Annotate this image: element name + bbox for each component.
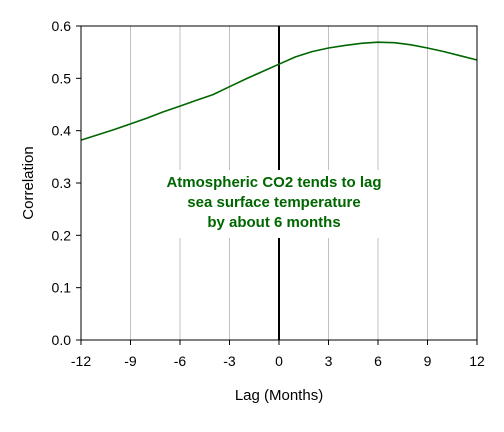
y-axis-label: Correlation <box>20 146 37 219</box>
y-tick-label-6: 0.6 <box>52 18 72 34</box>
y-tick-label-3: 0.3 <box>52 175 72 191</box>
annotation-line-1: sea surface temperature <box>187 194 360 211</box>
x-tick-label-5: 3 <box>325 353 333 369</box>
y-tick-label-1: 0.1 <box>52 280 72 296</box>
x-tick-label-3: -3 <box>223 353 236 369</box>
series-line-0 <box>80 41 478 141</box>
y-tick-label-5: 0.5 <box>52 70 72 86</box>
x-tick-label-8: 12 <box>469 353 485 369</box>
x-tick-label-2: -6 <box>174 353 187 369</box>
y-tick-label-0: 0.0 <box>52 332 72 348</box>
y-tick-label-2: 0.2 <box>52 227 72 243</box>
series-layer <box>80 41 478 141</box>
y-tick-labels: 0.0 0.1 0.2 0.3 0.4 0.5 0.6 <box>52 18 81 348</box>
x-tick-labels: -12 -9 -6 -3 0 3 6 9 12 <box>71 340 485 369</box>
annotation-line-2: by about 6 months <box>207 214 340 231</box>
annotation-background <box>152 170 396 238</box>
x-tick-label-4: 0 <box>275 353 283 369</box>
x-tick-label-7: 9 <box>424 353 432 369</box>
annotation: Atmospheric CO2 tends to lag sea surface … <box>152 170 396 238</box>
x-tick-label-6: 6 <box>374 353 382 369</box>
y-tick-label-4: 0.4 <box>52 123 72 139</box>
annotation-line-0: Atmospheric CO2 tends to lag <box>166 174 381 191</box>
x-tick-label-0: -12 <box>71 353 91 369</box>
x-axis-label: Lag (Months) <box>235 387 323 404</box>
x-tick-label-1: -9 <box>124 353 137 369</box>
